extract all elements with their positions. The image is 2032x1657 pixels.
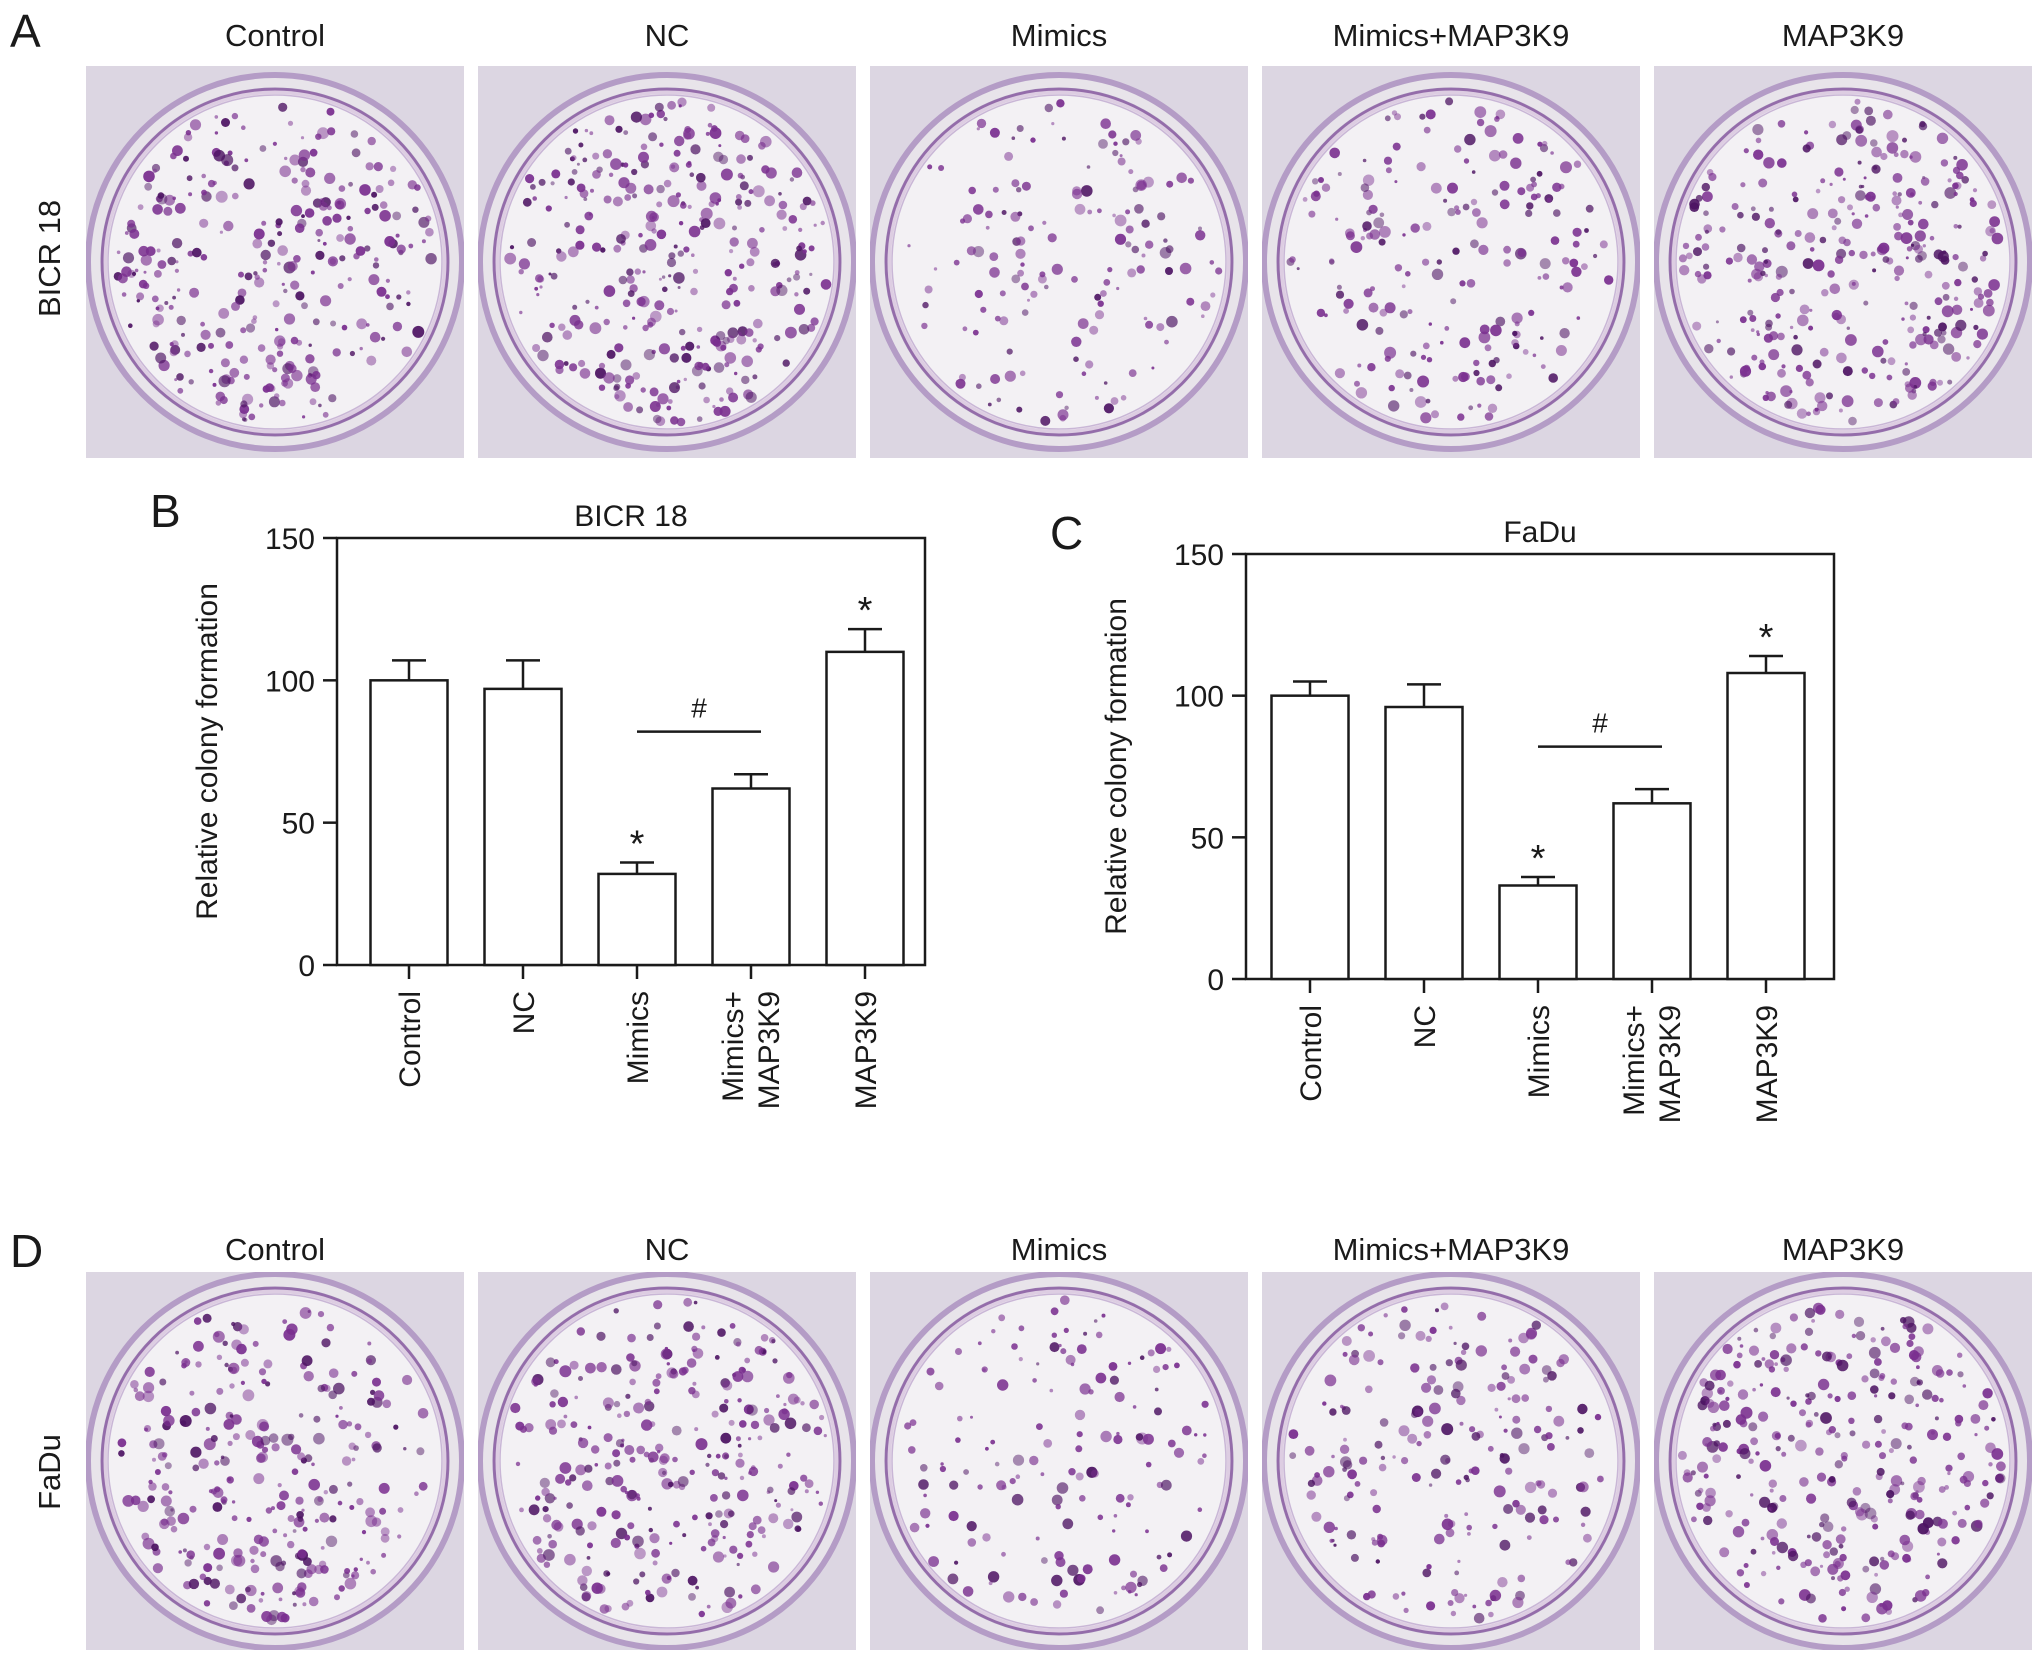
bar — [1384, 705, 1464, 981]
y-axis-label: Relative colony formation — [191, 583, 224, 920]
culture-plate-image — [1262, 66, 1640, 458]
x-tick-label: MAP3K9 — [1751, 1005, 1784, 1123]
culture-plate-image — [1262, 1272, 1640, 1650]
bar — [369, 679, 449, 967]
culture-plate-image — [870, 66, 1248, 458]
x-tick-label: Control — [1295, 1005, 1328, 1102]
plate-title-1: NC — [644, 18, 690, 53]
row-label-bicr18: BICR 18 — [32, 199, 67, 317]
bar — [483, 687, 563, 967]
bar — [1270, 694, 1350, 981]
plot-frame — [1244, 552, 1836, 981]
x-tick-label: Mimics+ MAP3K9 — [717, 991, 786, 1109]
significance-marker: * — [1531, 838, 1546, 880]
panel-letter-d: D — [10, 1225, 44, 1277]
bar — [825, 650, 905, 967]
bar — [711, 787, 791, 967]
y-axis-label: Relative colony formation — [1100, 598, 1133, 935]
y-tick-label: 50 — [1191, 822, 1224, 855]
chart-title: FaDu — [1503, 516, 1576, 549]
panel-letter-b: B — [150, 485, 181, 537]
x-tick-label: Mimics — [1523, 1005, 1556, 1098]
culture-plate-image — [86, 1272, 464, 1650]
y-tick-label: 0 — [1207, 964, 1224, 997]
x-tick-label: NC — [1409, 1005, 1442, 1048]
comparison-marker: # — [691, 693, 707, 724]
bar — [1498, 884, 1578, 981]
plate-title-4: MAP3K9 — [1781, 1232, 1905, 1267]
culture-plate-image — [86, 66, 464, 458]
culture-plate-image — [1654, 66, 2032, 458]
y-tick-label: 100 — [265, 665, 315, 698]
x-tick-label: MAP3K9 — [850, 991, 883, 1109]
plate-title-2: Mimics — [1010, 18, 1108, 53]
plate-title-1: NC — [644, 1232, 690, 1267]
x-tick-label: Mimics+ MAP3K9 — [1618, 1005, 1687, 1123]
plate-title-3: Mimics+MAP3K9 — [1332, 1232, 1570, 1267]
plate-title-2: Mimics — [1010, 1232, 1108, 1267]
row-label-fadu: FaDu — [32, 1434, 67, 1510]
plot-frame — [335, 536, 927, 967]
plate-title-4: MAP3K9 — [1781, 18, 1905, 53]
significance-marker: * — [1759, 617, 1774, 659]
significance-marker: * — [858, 590, 873, 632]
bar — [1612, 802, 1692, 981]
significance-marker: * — [630, 824, 645, 866]
y-tick-label: 50 — [282, 808, 315, 841]
y-tick-label: 150 — [1174, 539, 1224, 572]
panel-letter-c: C — [1050, 507, 1084, 559]
y-tick-label: 100 — [1174, 681, 1224, 714]
culture-plate-image — [478, 1272, 856, 1650]
panel-letter-a: A — [10, 5, 41, 57]
y-tick-label: 150 — [265, 523, 315, 556]
x-tick-label: Mimics — [622, 991, 655, 1084]
culture-plate-image — [1654, 1272, 2032, 1650]
x-tick-label: NC — [508, 991, 541, 1034]
plate-title-0: Control — [225, 18, 325, 53]
culture-plate-image — [870, 1272, 1248, 1650]
y-tick-label: 0 — [298, 950, 315, 983]
bar — [597, 872, 677, 967]
bar — [1726, 671, 1806, 981]
comparison-marker: # — [1592, 708, 1608, 739]
chart-title: BICR 18 — [574, 500, 687, 533]
plate-title-0: Control — [225, 1232, 325, 1267]
x-tick-label: Control — [394, 991, 427, 1088]
plate-title-3: Mimics+MAP3K9 — [1332, 18, 1570, 53]
culture-plate-image — [478, 66, 856, 458]
